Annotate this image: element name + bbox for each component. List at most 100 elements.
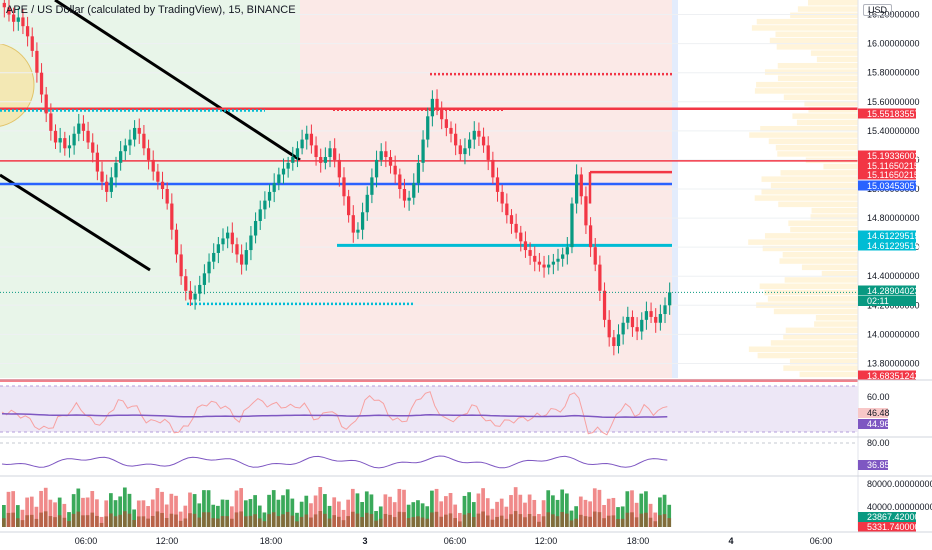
- candle-body: [551, 261, 555, 265]
- volume-bar: [499, 498, 504, 527]
- volume-bar-overlay: [360, 517, 364, 527]
- candle-body: [7, 7, 11, 15]
- volume-bar: [248, 499, 253, 527]
- candle-body: [668, 292, 672, 306]
- candle-body: [319, 157, 323, 163]
- volume-profile-bar: [816, 56, 858, 63]
- volume-bar: [39, 490, 43, 527]
- volume-bar-overlay: [155, 511, 160, 527]
- volume-bar: [518, 494, 523, 527]
- volume-bar-overlay: [430, 512, 434, 527]
- volume-bar: [2, 505, 6, 527]
- candle-body: [44, 94, 48, 114]
- volume-bar: [527, 494, 532, 527]
- volume-bar-overlay: [225, 516, 230, 527]
- volume-bar-overlay: [434, 511, 439, 527]
- volume-profile-bar: [754, 88, 858, 94]
- volume-bar-overlay: [378, 518, 383, 527]
- chart-title[interactable]: APE / US Dollar (calculated by TradingVi…: [6, 4, 296, 16]
- volume-bar-overlay: [578, 514, 583, 527]
- candle-body: [449, 127, 453, 134]
- volume-bar-overlay: [304, 514, 309, 527]
- volume-bar: [71, 494, 76, 527]
- volume-bar-overlay: [290, 515, 295, 527]
- candle-body: [584, 196, 588, 226]
- volume-bar: [104, 500, 109, 527]
- volume-bar-overlay: [243, 516, 248, 527]
- candle-body: [119, 151, 123, 163]
- volume-bar-overlay: [299, 516, 304, 527]
- volume-bar: [229, 506, 234, 527]
- currency-badge[interactable]: USD: [863, 4, 893, 16]
- volume-bar-overlay: [39, 512, 43, 527]
- volume-bar-overlay: [15, 518, 20, 527]
- candle-body: [556, 258, 560, 262]
- volume-bar: [402, 489, 406, 527]
- volume-bar: [397, 488, 402, 527]
- volume-profile-bar: [775, 31, 858, 37]
- volume-bar-overlay: [541, 516, 546, 527]
- candle-body: [305, 133, 309, 140]
- candle-body: [295, 148, 300, 158]
- volume-bar: [271, 490, 276, 527]
- volume-bar-overlay: [560, 512, 565, 527]
- candle-body: [654, 316, 658, 323]
- x-tick-label: 06:00: [444, 536, 467, 546]
- volume-bar-overlay: [248, 515, 253, 527]
- candle-body: [481, 136, 486, 146]
- candle-body: [333, 148, 337, 160]
- volume-profile-bar: [780, 170, 858, 176]
- volume-bar-overlay: [453, 518, 458, 527]
- volume-profile-bar: [759, 283, 858, 289]
- candle-body: [398, 174, 402, 189]
- volume-bar: [406, 504, 411, 527]
- rsi-band: [0, 386, 858, 432]
- candle-body: [77, 123, 81, 134]
- volume-profile-bar: [788, 220, 858, 226]
- volume-bar: [183, 505, 188, 527]
- volume-profile-bar: [757, 352, 858, 359]
- volume-bar: [295, 512, 299, 527]
- volume-bar-overlay: [583, 516, 588, 527]
- price-level-label: 15.11650215: [867, 161, 919, 171]
- volume-bar: [541, 500, 546, 527]
- volume-bar: [462, 495, 467, 527]
- candle-body: [519, 232, 523, 242]
- candle-body: [179, 254, 183, 277]
- volume-bar: [313, 495, 318, 527]
- volume-bar: [262, 512, 267, 527]
- volume-profile: [748, 0, 858, 378]
- price-level-tag: [858, 180, 916, 191]
- volume-bar-overlay: [234, 512, 239, 527]
- volume-bar: [25, 497, 29, 527]
- volume-bar: [34, 506, 39, 527]
- candle-body: [598, 264, 602, 291]
- candle-body: [132, 127, 137, 140]
- price-level-label: 13.68351242: [867, 371, 920, 381]
- y-tick-label: 16.00000000: [867, 39, 920, 49]
- volume-bar: [239, 488, 244, 527]
- candle-body: [379, 151, 383, 160]
- volume-bar-overlay: [332, 515, 337, 527]
- volume-bar-overlay: [295, 521, 299, 527]
- volume-bar: [476, 493, 481, 527]
- volume-bar-overlay: [416, 516, 420, 527]
- volume-bar: [467, 492, 471, 527]
- volume-bar: [62, 503, 67, 527]
- volume-bars: [2, 487, 672, 527]
- volume-profile-bar: [754, 195, 858, 201]
- volume-bar-overlay: [132, 519, 136, 527]
- volume-bar-overlay: [216, 518, 220, 527]
- price-level-tag: [858, 169, 916, 180]
- candle-body: [542, 264, 546, 268]
- volume-bar-overlay: [341, 520, 346, 527]
- volume-bar: [360, 502, 364, 527]
- x-tick-label: 06:00: [810, 536, 833, 546]
- candle-body: [528, 250, 532, 256]
- volume-profile-bar: [815, 315, 858, 321]
- candle-body: [500, 191, 504, 204]
- volume-bar-overlay: [588, 516, 592, 527]
- candle-body: [509, 215, 514, 224]
- volume-bar-overlay: [509, 514, 513, 527]
